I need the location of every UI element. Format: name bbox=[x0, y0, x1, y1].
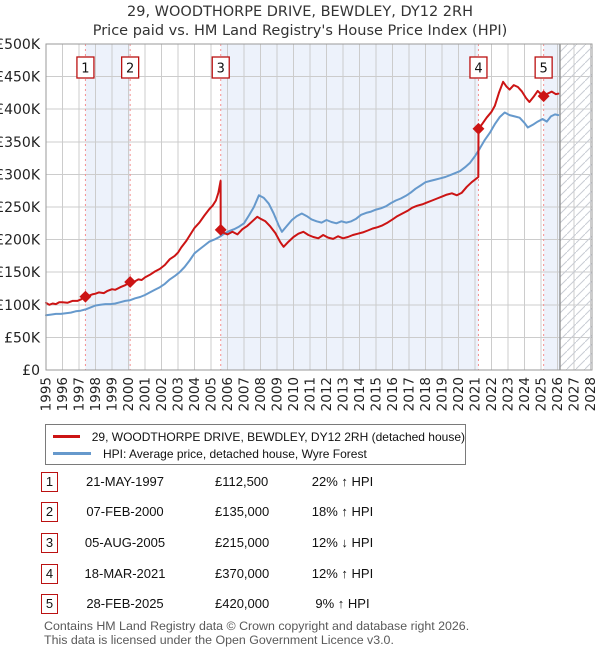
price-paid-line-swatch bbox=[53, 435, 80, 438]
y-tick-label: £350K bbox=[0, 135, 41, 151]
x-tick-label: 2021 bbox=[468, 377, 484, 411]
x-tick-label: 2019 bbox=[435, 377, 451, 411]
sale-date: 28-FEB-2025 bbox=[86, 596, 164, 611]
sale-row-2: 2 07-FEB-2000 £135,000 18% ↑ HPI bbox=[0, 502, 600, 524]
x-tick-label: 2010 bbox=[286, 377, 302, 411]
y-tick-label: £0 bbox=[22, 363, 40, 379]
x-tick-label: 2000 bbox=[121, 377, 137, 411]
legend-row-hpi: HPI: Average price, detached house, Wyre… bbox=[53, 445, 465, 462]
x-tick-label: 2006 bbox=[220, 377, 236, 411]
x-tick-label: 2025 bbox=[534, 377, 550, 411]
x-tick-label: 2004 bbox=[187, 377, 203, 411]
page-title: 29, WOODTHORPE DRIVE, BEWDLEY, DY12 2RH bbox=[127, 4, 473, 20]
sale-row-3: 3 05-AUG-2005 £215,000 12% ↓ HPI bbox=[0, 533, 600, 555]
x-tick-label: 2003 bbox=[171, 377, 187, 411]
x-tick-label: 2012 bbox=[319, 377, 335, 411]
sale-flag-number: 1 bbox=[81, 62, 89, 77]
y-tick-label: £400K bbox=[0, 102, 41, 118]
page-subtitle: Price paid vs. HM Land Registry's House … bbox=[92, 23, 508, 39]
x-tick-label: 2015 bbox=[369, 377, 385, 411]
sale-flag-box bbox=[469, 56, 488, 79]
y-tick-label: £300K bbox=[0, 167, 41, 183]
x-tick-label: 2027 bbox=[567, 377, 583, 411]
sale-flag-box bbox=[211, 56, 230, 79]
x-tick-label: 2026 bbox=[550, 377, 566, 411]
x-tick-label: 1997 bbox=[72, 377, 88, 411]
sale-flag-number: 2 bbox=[126, 62, 134, 77]
sale-number-badge: 3 bbox=[41, 533, 58, 553]
x-tick-label: 2020 bbox=[451, 377, 467, 411]
sale-flag-box bbox=[534, 56, 553, 79]
y-tick-label: £250K bbox=[0, 200, 41, 216]
y-tick-label: £500K bbox=[0, 37, 41, 53]
sale-hpi-delta: 12% ↑ HPI bbox=[311, 566, 374, 581]
sale-number-badge: 4 bbox=[41, 564, 58, 584]
sale-number-badge: 2 bbox=[41, 502, 58, 522]
x-tick-label: 2024 bbox=[517, 377, 533, 411]
price-paid-line bbox=[45, 80, 560, 306]
sale-hpi-delta: 9% ↑ HPI bbox=[315, 596, 370, 611]
x-tick-label: 2002 bbox=[154, 377, 170, 411]
y-tick-label: £100K bbox=[0, 298, 41, 314]
sale-date: 07-FEB-2000 bbox=[86, 504, 164, 519]
sale-hpi-delta: 18% ↑ HPI bbox=[311, 504, 374, 519]
legend-row-price-paid: 29, WOODTHORPE DRIVE, BEWDLEY, DY12 2RH … bbox=[53, 428, 465, 445]
license-footer: Contains HM Land Registry data © Crown c… bbox=[44, 619, 584, 647]
x-tick-label: 1999 bbox=[105, 377, 121, 411]
sale-date: 05-AUG-2005 bbox=[84, 535, 166, 550]
sale-price: £420,000 bbox=[215, 596, 270, 611]
x-tick-label: 1996 bbox=[55, 377, 71, 411]
x-tick-label: 2018 bbox=[418, 377, 434, 411]
sale-date: 21-MAY-1997 bbox=[85, 474, 165, 489]
sale-date: 18-MAR-2021 bbox=[84, 566, 166, 581]
sale-hpi-delta: 12% ↓ HPI bbox=[311, 535, 374, 550]
sale-price: £370,000 bbox=[215, 566, 270, 581]
sale-price: £135,000 bbox=[215, 504, 270, 519]
price-history-chart: 1 2 3 4 5 £0 £50K £100K £150K £200K £250K £300K £350… bbox=[0, 37, 599, 411]
x-tick-label: 2016 bbox=[385, 377, 401, 411]
sale-row-1: 1 21-MAY-1997 £112,500 22% ↑ HPI bbox=[0, 472, 600, 494]
sale-row-5: 5 28-FEB-2025 £420,000 9% ↑ HPI bbox=[0, 594, 600, 616]
license-footer-line1: Contains HM Land Registry data © Crown c… bbox=[44, 619, 470, 633]
x-tick-label: 2001 bbox=[138, 377, 154, 411]
x-tick-label: 2028 bbox=[583, 377, 599, 411]
x-tick-label: 2013 bbox=[336, 377, 352, 411]
y-tick-label: £150K bbox=[0, 265, 41, 281]
x-tick-label: 2008 bbox=[253, 377, 269, 411]
sale-price: £215,000 bbox=[215, 535, 270, 550]
x-tick-label: 2023 bbox=[501, 377, 517, 411]
legend-label-hpi: HPI: Average price, detached house, Wyre… bbox=[103, 446, 367, 461]
sale-number-badge: 5 bbox=[41, 594, 58, 614]
x-tick-label: 2005 bbox=[204, 377, 220, 411]
sale-flag-number: 5 bbox=[539, 62, 547, 77]
sale-flag-number: 4 bbox=[474, 62, 482, 77]
y-tick-label: £200K bbox=[0, 233, 41, 249]
sale-hpi-delta: 22% ↑ HPI bbox=[311, 474, 374, 489]
legend-label-price-paid: 29, WOODTHORPE DRIVE, BEWDLEY, DY12 2RH … bbox=[91, 429, 465, 444]
sale-number-badge: 1 bbox=[41, 472, 58, 492]
y-tick-label: £450K bbox=[0, 70, 41, 86]
sale-flag-box bbox=[121, 56, 140, 79]
license-footer-line2: This data is licensed under the Open Gov… bbox=[44, 632, 394, 647]
sale-flag-number: 3 bbox=[217, 62, 225, 77]
sale-price: £112,500 bbox=[215, 474, 269, 489]
x-tick-label: 2011 bbox=[303, 377, 319, 411]
x-tick-label: 2017 bbox=[402, 377, 418, 411]
plot-border bbox=[45, 43, 593, 371]
sale-row-4: 4 18-MAR-2021 £370,000 12% ↑ HPI bbox=[0, 564, 600, 586]
sale-flag-box bbox=[76, 56, 95, 79]
x-tick-label: 2007 bbox=[237, 377, 253, 411]
x-tick-label: 2014 bbox=[352, 377, 368, 411]
x-tick-label: 2022 bbox=[484, 377, 500, 411]
x-tick-label: 1998 bbox=[88, 377, 104, 411]
x-tick-label: 1995 bbox=[39, 377, 55, 411]
y-tick-label: £50K bbox=[4, 330, 41, 346]
hpi-line-swatch bbox=[53, 452, 91, 455]
future-hatch-region bbox=[559, 44, 592, 370]
chart-legend: 29, WOODTHORPE DRIVE, BEWDLEY, DY12 2RH … bbox=[45, 424, 466, 465]
x-tick-label: 2009 bbox=[270, 377, 286, 411]
